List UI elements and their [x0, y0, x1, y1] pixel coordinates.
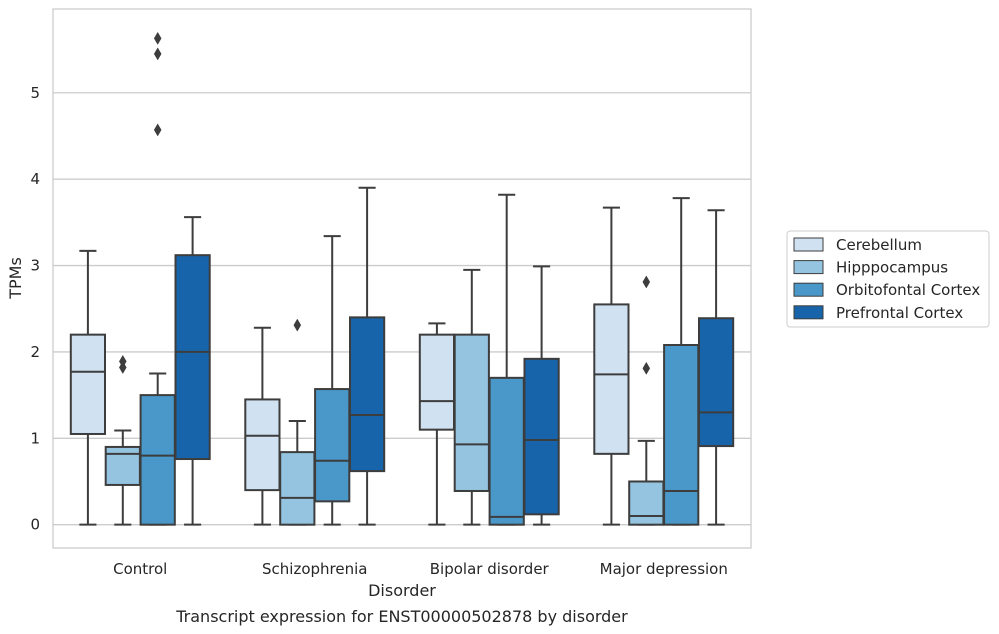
box-iqr	[348, 316, 386, 473]
chart-caption: Transcript expression for ENST0000050287…	[175, 607, 628, 626]
box	[279, 318, 316, 526]
box-plot-series	[69, 31, 735, 526]
box	[628, 275, 665, 526]
outlier-point	[119, 354, 127, 368]
x-tick-label: Bipolar disorder	[430, 560, 550, 578]
legend-frame	[786, 230, 990, 328]
box	[174, 216, 211, 526]
y-axis-ticks: 0 1 2 3 4 5	[30, 84, 40, 534]
box	[244, 326, 281, 526]
box-iqr	[523, 357, 560, 516]
box-iqr	[279, 451, 316, 526]
y-axis-label: TPMs	[6, 257, 25, 300]
outlier-point	[642, 275, 651, 289]
box-iqr	[663, 344, 700, 526]
legend-label: Orbitofontal Cortex	[836, 281, 980, 299]
outlier-point	[642, 361, 651, 375]
legend-label: Prefrontal Cortex	[836, 304, 963, 322]
x-tick-label: Schizophrenia	[262, 560, 367, 578]
box	[663, 197, 700, 526]
box-iqr	[593, 303, 630, 455]
x-tick-label: Control	[113, 560, 167, 578]
box	[139, 31, 176, 526]
y-tick-label: 2	[30, 343, 40, 361]
outlier-point	[153, 31, 162, 45]
outlier-point	[153, 123, 162, 137]
legend-swatch	[793, 260, 824, 275]
outlier-point	[153, 47, 162, 61]
legend-swatch	[793, 282, 824, 297]
box-iqr	[453, 333, 490, 492]
box-iqr	[488, 376, 525, 526]
box	[348, 186, 386, 526]
box	[314, 235, 351, 526]
box	[418, 322, 456, 526]
box-iqr	[697, 317, 735, 448]
legend-swatch	[793, 305, 824, 320]
box-iqr	[314, 388, 351, 503]
box-iqr	[104, 445, 141, 486]
y-tick-label: 5	[30, 84, 40, 102]
outlier-point	[293, 318, 302, 332]
legend-label: Hipppocampus	[836, 259, 948, 277]
box-iqr	[174, 254, 211, 461]
box	[453, 268, 490, 526]
box	[593, 206, 630, 526]
box-iqr	[69, 333, 107, 435]
x-tick-label: Major depression	[600, 560, 728, 578]
y-tick-label: 1	[30, 429, 40, 447]
legend-label: Cerebellum	[836, 236, 922, 254]
y-tick-label: 0	[30, 516, 40, 534]
legend: Cerebellum Hipppocampus Orbitofontal Corte…	[786, 230, 990, 328]
box-iqr	[139, 394, 176, 526]
box	[523, 265, 560, 526]
box-iqr	[418, 333, 456, 431]
legend-swatch	[793, 237, 824, 252]
box	[69, 249, 107, 526]
plot-area-frame	[52, 8, 752, 549]
y-tick-label: 4	[30, 170, 40, 188]
box	[488, 193, 525, 526]
box	[104, 354, 141, 526]
y-tick-label: 3	[30, 257, 40, 275]
x-axis-ticks: Control Schizophrenia Bipolar disorder Majo…	[113, 560, 728, 578]
box-iqr	[628, 480, 665, 526]
box-iqr	[244, 398, 281, 492]
box	[697, 209, 735, 526]
x-axis-label: Disorder	[368, 581, 436, 600]
